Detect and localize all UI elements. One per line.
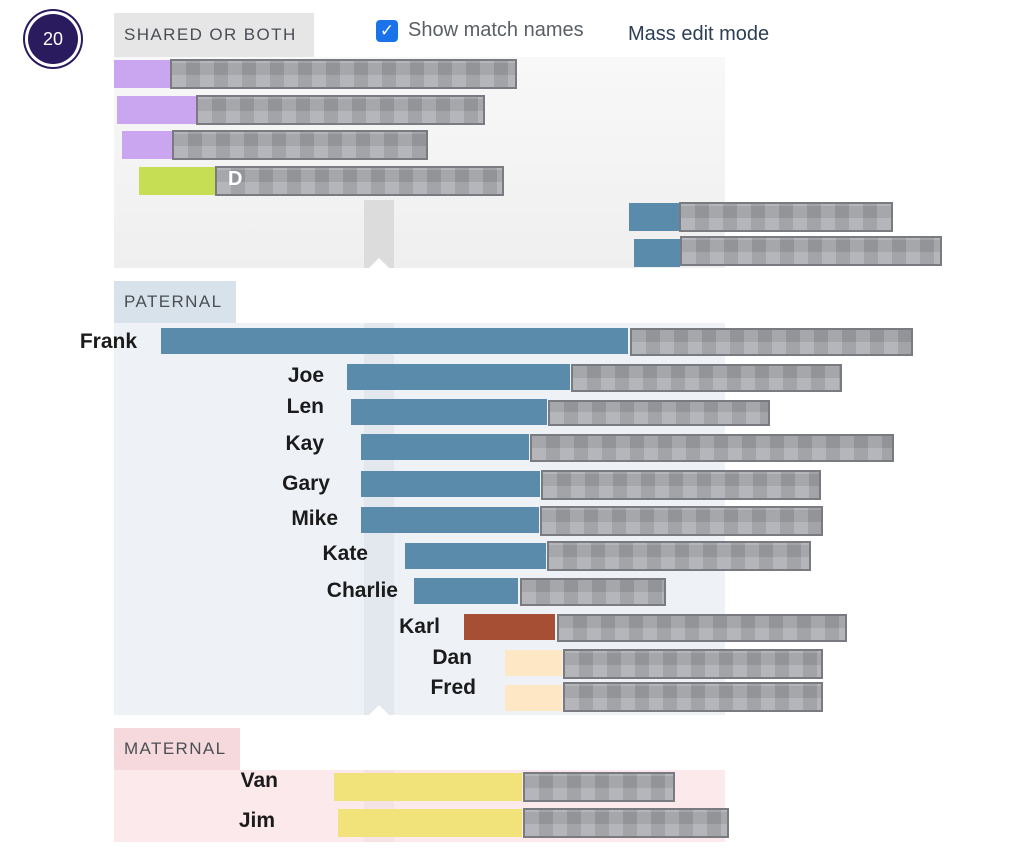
match-bar[interactable] — [505, 685, 562, 711]
blurred-match-name — [680, 236, 942, 266]
match-name: Mike — [291, 507, 338, 530]
shared-section-panel — [114, 57, 725, 268]
blurred-match-name — [520, 578, 666, 606]
blurred-match-name — [523, 772, 675, 802]
shared-match-bar[interactable] — [634, 239, 680, 267]
blurred-match-name — [547, 541, 811, 571]
shared-match-bar[interactable] — [122, 131, 172, 159]
match-bar[interactable] — [361, 471, 540, 497]
match-bar[interactable] — [405, 543, 546, 569]
match-bar[interactable] — [347, 364, 570, 390]
match-bar[interactable] — [505, 650, 562, 676]
match-bar[interactable] — [351, 399, 547, 425]
match-bar[interactable] — [464, 614, 555, 640]
match-name: Joe — [287, 364, 324, 387]
match-name: Van — [240, 769, 278, 792]
shared-match-bar[interactable] — [114, 60, 170, 88]
mass-edit-mode-link[interactable]: Mass edit mode — [628, 23, 770, 45]
match-bar[interactable] — [334, 773, 522, 801]
match-bar[interactable] — [361, 434, 529, 460]
match-bar[interactable] — [161, 328, 628, 354]
blurred-match-name — [557, 614, 847, 642]
blurred-match-name — [172, 130, 428, 160]
match-name: Karl — [399, 615, 440, 638]
connector-notch — [367, 705, 391, 717]
blurred-match-name — [679, 202, 893, 232]
shared-match-bar[interactable] — [629, 203, 679, 231]
blurred-match-name — [571, 364, 842, 392]
blurred-match-name — [548, 400, 770, 426]
connector-notch — [367, 258, 391, 270]
blurred-match-name — [196, 95, 485, 125]
show-match-names-label: Show match names — [408, 19, 584, 41]
blurred-match-name — [563, 682, 823, 712]
shared-match-bar[interactable] — [139, 167, 215, 195]
blurred-match-name — [215, 166, 504, 196]
match-name: Jim — [238, 809, 275, 832]
section-label-shared: SHARED OR BOTH — [114, 13, 314, 57]
match-name: Len — [286, 395, 324, 418]
blurred-match-name — [530, 434, 894, 462]
match-name: Kate — [322, 542, 368, 565]
step-badge: 20 — [28, 14, 78, 64]
checkbox-checked-icon[interactable]: ✓ — [376, 19, 398, 42]
show-match-names-toggle[interactable]: ✓ Show match names — [376, 19, 584, 42]
section-label-maternal: MATERNAL — [114, 728, 240, 770]
match-bar[interactable] — [338, 809, 522, 837]
match-name: Gary — [282, 472, 330, 495]
match-bar[interactable] — [361, 507, 539, 533]
match-name: Fred — [430, 676, 476, 699]
blurred-match-name — [630, 328, 913, 356]
match-bar[interactable] — [414, 578, 518, 604]
blurred-match-name — [523, 808, 729, 838]
blurred-match-name — [541, 470, 821, 500]
match-name: Kay — [285, 432, 324, 455]
shared-match-bar[interactable] — [117, 96, 196, 124]
tree-connector — [364, 200, 394, 268]
match-name: Frank — [79, 330, 137, 353]
section-label-paternal: PATERNAL — [114, 281, 236, 323]
match-name: Charlie — [326, 579, 398, 602]
blurred-match-name — [170, 59, 517, 89]
blurred-match-name — [563, 649, 823, 679]
match-name-fragment: D — [228, 168, 243, 190]
blurred-match-name — [540, 506, 823, 536]
match-name: Dan — [432, 646, 472, 669]
